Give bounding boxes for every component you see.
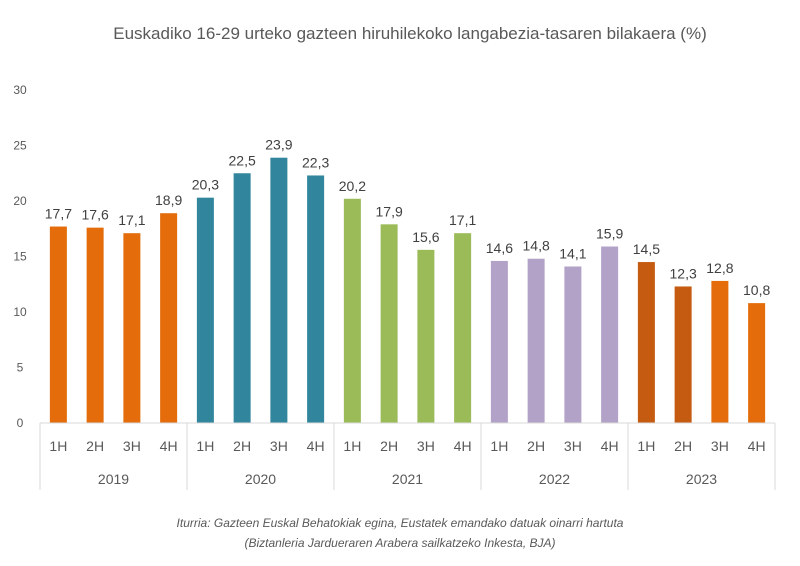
bar-2019-3H	[123, 233, 141, 423]
chart-title: Euskadiko 16-29 urteko gazteen hiruhilek…	[113, 24, 706, 43]
bar-2021-3H	[417, 249, 435, 423]
x-category-label: 1H	[49, 438, 67, 454]
data-label: 20,3	[192, 177, 219, 193]
x-category-label: 2H	[380, 438, 398, 454]
data-label: 23,9	[265, 137, 292, 153]
y-tick-label: 0	[17, 416, 24, 430]
x-category-label: 3H	[417, 438, 435, 454]
x-category-label: 4H	[601, 438, 619, 454]
x-group-label: 2021	[392, 471, 423, 487]
data-label: 17,6	[82, 207, 109, 223]
data-label: 22,3	[302, 154, 329, 170]
data-label: 17,1	[449, 212, 476, 228]
data-label: 14,6	[486, 240, 513, 256]
y-tick-label: 10	[13, 305, 27, 319]
x-category-label: 3H	[564, 438, 582, 454]
bar-2021-1H	[343, 198, 361, 423]
bar-chart: Euskadiko 16-29 urteko gazteen hiruhilek…	[13, 24, 776, 490]
bar-2023-1H	[637, 262, 655, 423]
data-label: 18,9	[155, 192, 182, 208]
x-axis: 1H 2H 3H 4H 2019 1H 2H 3H 4H 2020 1H 2H 3H 4H 2021 1H 2H…	[39, 422, 776, 490]
x-category-label: 3H	[123, 438, 141, 454]
x-category-label: 2H	[233, 438, 251, 454]
bar-2021-4H	[454, 233, 472, 423]
bar-2022-3H	[564, 266, 582, 423]
x-category-label: 2H	[674, 438, 692, 454]
x-group-label: 2023	[686, 471, 717, 487]
y-tick-label: 30	[13, 83, 27, 97]
bar-2023-4H	[748, 303, 766, 423]
x-group-label: 2022	[539, 471, 570, 487]
bar-2019-1H	[49, 226, 67, 423]
x-group-label: 2020	[245, 471, 276, 487]
data-label: 14,1	[559, 245, 586, 261]
data-label: 22,5	[229, 152, 256, 168]
x-category-label: 1H	[637, 438, 655, 454]
y-tick-label: 15	[13, 250, 27, 264]
x-category-label: 2H	[86, 438, 104, 454]
x-category-label: 1H	[343, 438, 361, 454]
data-label: 20,2	[339, 178, 366, 194]
data-label: 15,6	[412, 229, 439, 245]
bar-2019-4H	[160, 213, 178, 423]
y-tick-label: 5	[17, 361, 24, 375]
data-label: 12,8	[706, 260, 733, 276]
y-tick-label: 20	[13, 194, 27, 208]
bar-2022-2H	[527, 258, 545, 423]
bar-2020-1H	[196, 197, 214, 423]
x-category-label: 3H	[711, 438, 729, 454]
bar-2022-1H	[490, 260, 508, 423]
data-label: 10,8	[743, 282, 770, 298]
data-label: 17,1	[118, 212, 145, 228]
x-group-label: 2019	[98, 471, 129, 487]
x-category-label: 1H	[490, 438, 508, 454]
bar-2020-4H	[307, 175, 325, 423]
x-category-label: 4H	[307, 438, 325, 454]
bar-2022-4H	[601, 246, 619, 423]
data-label: 14,8	[523, 238, 550, 254]
x-category-label: 2H	[527, 438, 545, 454]
data-label: 12,3	[670, 265, 697, 281]
bar-2023-3H	[711, 280, 729, 423]
data-label: 14,5	[633, 241, 660, 257]
bar-2019-2H	[86, 227, 104, 423]
bars: 17,7 17,6 17,1 18,9 20,3 22,5 23,9 22,3 20,2 17,9…	[45, 137, 770, 423]
source-note-line2: (Biztanleria Jardueraren Arabera sailkat…	[244, 536, 556, 550]
source-note-line1: Iturria: Gazteen Euskal Behatokiak egina…	[176, 516, 624, 530]
x-category-label: 4H	[454, 438, 472, 454]
bar-2023-2H	[674, 286, 692, 423]
y-axis: 0 5 10 15 20 25 30	[13, 83, 27, 430]
data-label: 15,9	[596, 226, 623, 242]
bar-2021-2H	[380, 224, 398, 423]
bar-2020-3H	[270, 157, 288, 423]
bar-2020-2H	[233, 173, 251, 423]
data-label: 17,9	[376, 203, 403, 219]
x-category-label: 1H	[196, 438, 214, 454]
x-category-label: 4H	[748, 438, 766, 454]
y-tick-label: 25	[13, 139, 27, 153]
x-category-label: 3H	[270, 438, 288, 454]
x-category-label: 4H	[160, 438, 178, 454]
data-label: 17,7	[45, 206, 72, 222]
